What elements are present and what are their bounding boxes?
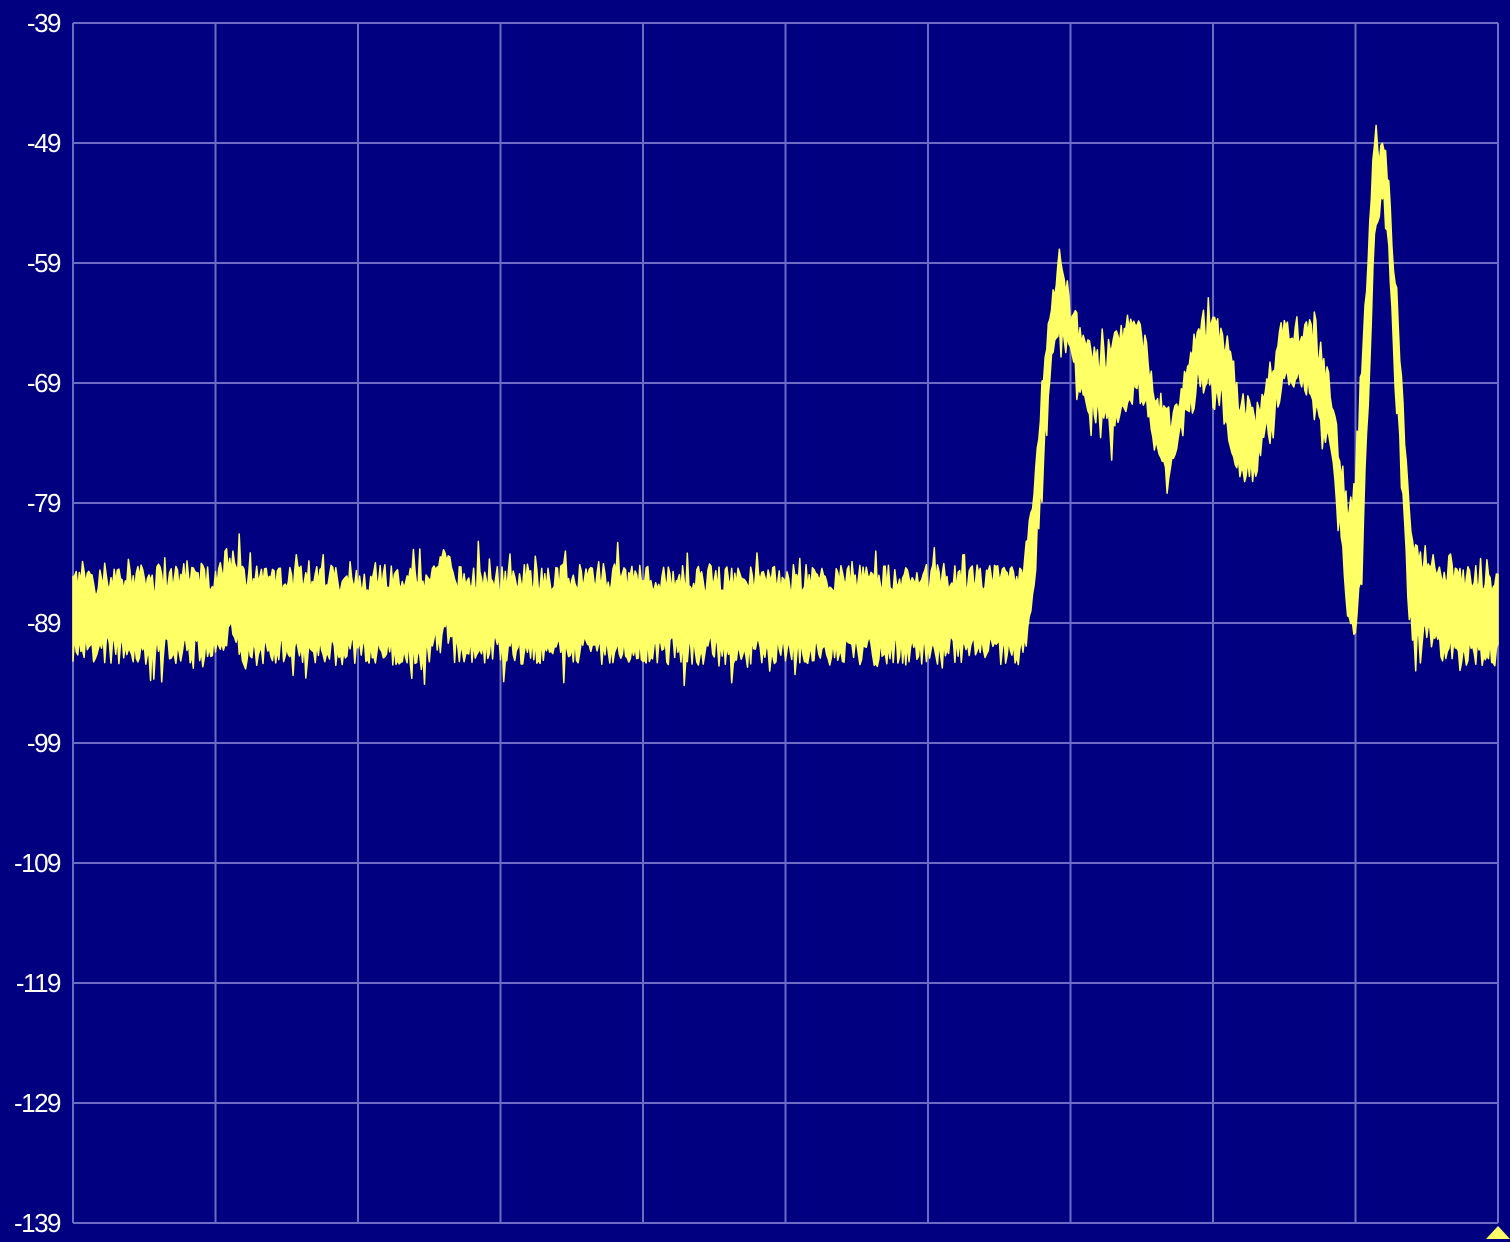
- trace-series-0: [72, 124, 1499, 687]
- y-tick-label: -139: [14, 1208, 61, 1238]
- y-tick-label: -49: [27, 128, 61, 158]
- marker-icon: [1486, 1226, 1510, 1239]
- y-tick-label: -39: [27, 8, 61, 38]
- spectrum-trace: [72, 124, 1499, 687]
- y-tick-label: -99: [27, 728, 61, 758]
- y-axis-tick-labels: -39 -49 -59 -69 -79 -89 -99 -109 -119 -129 -139: [14, 8, 63, 1238]
- y-tick-label: -59: [27, 248, 61, 278]
- y-tick-label: -109: [14, 848, 61, 878]
- y-tick-label: -69: [27, 368, 61, 398]
- y-tick-label: -119: [16, 968, 61, 998]
- y-tick-label: -79: [27, 488, 61, 518]
- y-tick-label: -129: [14, 1088, 61, 1118]
- y-tick-label: -89: [27, 608, 61, 638]
